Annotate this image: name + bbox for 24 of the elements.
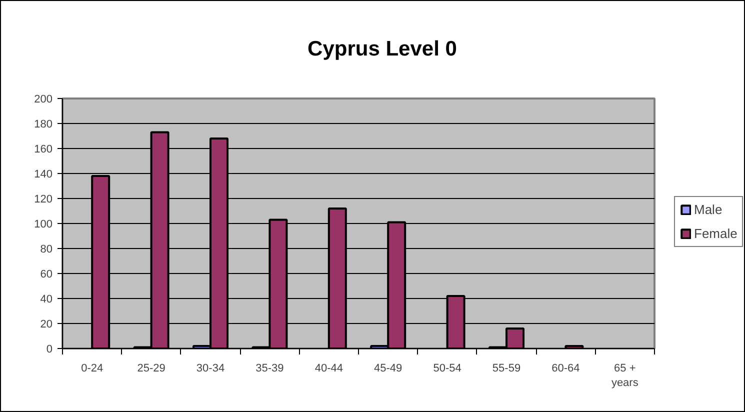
x-tick-label: 0-24 (81, 362, 104, 374)
y-tick-label: 120 (34, 194, 53, 206)
x-tick-label: 35-39 (256, 362, 284, 374)
x-tick-label: 65 + years (611, 362, 639, 389)
x-tick-label: 45-49 (374, 362, 402, 374)
y-tick-label: 200 (34, 94, 53, 106)
y-tick-label: 40 (40, 294, 53, 306)
x-tick-label: 40-44 (314, 362, 343, 374)
x-tick-label: 30-34 (196, 362, 225, 374)
x-tick-label: 50-54 (433, 362, 462, 374)
chart-title: Cyprus Level 0 (308, 38, 457, 60)
y-tick-label: 80 (40, 244, 53, 256)
legend-label: Male (694, 202, 722, 217)
y-tick-label: 0 (46, 344, 53, 356)
x-tick-label: 55-59 (492, 362, 521, 374)
x-tick-label: 60-64 (552, 362, 580, 374)
x-tick-label: 25-29 (137, 362, 166, 374)
y-tick-label: 20 (40, 318, 53, 330)
y-tick-label: 100 (34, 218, 53, 230)
legend-label: Female (694, 226, 738, 241)
y-tick-label: 180 (34, 118, 53, 130)
y-tick-label: 160 (34, 144, 53, 156)
y-tick-label: 140 (34, 168, 53, 180)
y-tick-label: 60 (40, 268, 53, 280)
